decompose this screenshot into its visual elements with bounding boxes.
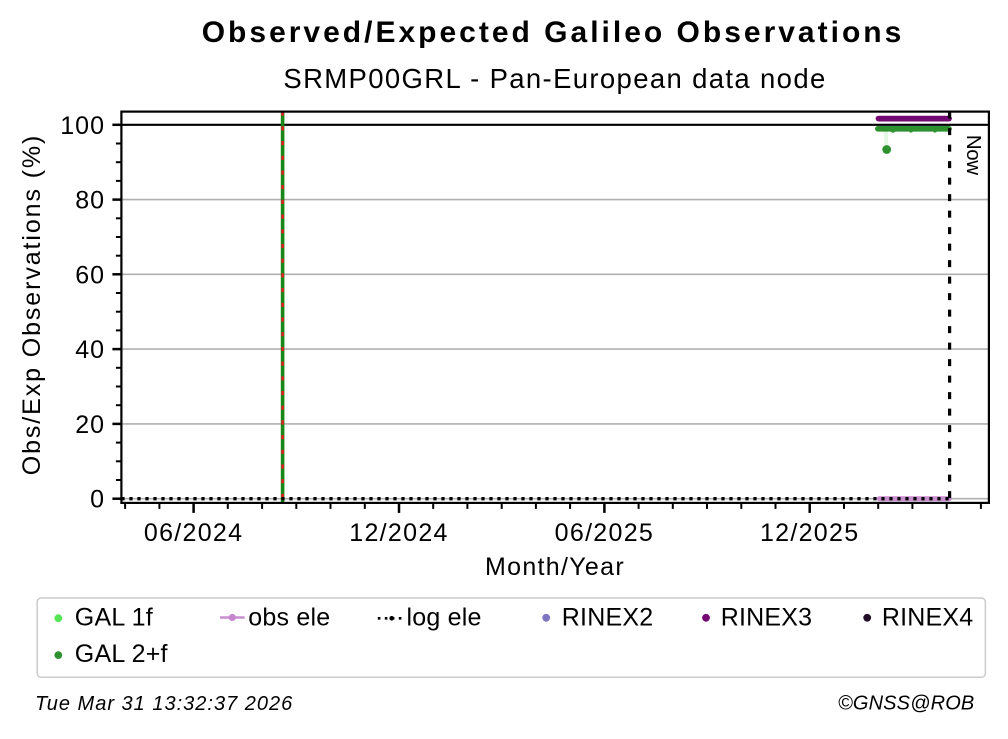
svg-text:12/2024: 12/2024	[349, 519, 448, 547]
svg-text:Observed/Expected Galileo Obse: Observed/Expected Galileo Observations	[202, 16, 905, 49]
svg-text:Obs/Exp Observations (%): Obs/Exp Observations (%)	[18, 134, 46, 476]
svg-text:log ele: log ele	[407, 603, 482, 631]
svg-text:GAL 2+f: GAL 2+f	[75, 640, 168, 668]
svg-text:GAL 1f: GAL 1f	[75, 603, 153, 631]
svg-text:RINEX3: RINEX3	[721, 603, 813, 631]
svg-text:RINEX4: RINEX4	[882, 603, 974, 631]
svg-text:100: 100	[60, 112, 105, 140]
svg-text:40: 40	[75, 336, 105, 364]
svg-text:06/2024: 06/2024	[144, 519, 243, 547]
svg-text:©GNSS@ROB: ©GNSS@ROB	[838, 693, 974, 715]
svg-text:12/2025: 12/2025	[760, 519, 859, 547]
svg-text:0: 0	[90, 486, 105, 514]
svg-text:Tue Mar 31 13:32:37 2026: Tue Mar 31 13:32:37 2026	[35, 693, 293, 715]
svg-text:80: 80	[75, 187, 105, 215]
svg-text:SRMP00GRL - Pan-European data: SRMP00GRL - Pan-European data node	[283, 63, 826, 94]
svg-text:Now: Now	[962, 135, 985, 175]
svg-text:06/2025: 06/2025	[555, 519, 654, 547]
svg-text:Month/Year: Month/Year	[485, 553, 625, 581]
svg-text:RINEX2: RINEX2	[562, 603, 654, 631]
svg-text:20: 20	[75, 411, 105, 439]
svg-text:60: 60	[75, 261, 105, 289]
svg-text:obs ele: obs ele	[248, 603, 330, 631]
